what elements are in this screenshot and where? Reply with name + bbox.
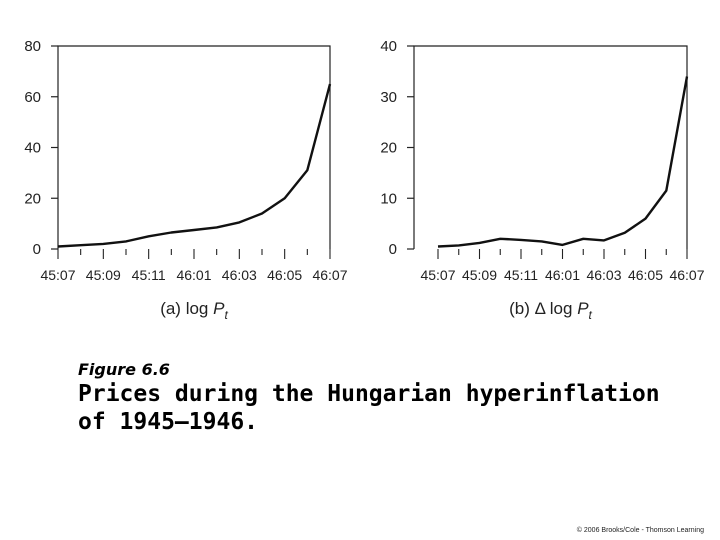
y-tick-label: 30 — [380, 89, 397, 106]
x-tick-label: 46:05 — [628, 267, 663, 283]
series-line — [57, 83, 332, 248]
x-tick-label: 45:11 — [504, 267, 538, 283]
y-tick-label: 40 — [24, 140, 41, 157]
x-tick-label: 45:07 — [420, 267, 455, 283]
y-tick-label: 80 — [24, 38, 41, 55]
figure-title: Prices during the Hungarian hyperinflati… — [78, 381, 660, 435]
charts-area: 0 20 40 60 80 45:07 45:09 45:11 46:01 46:03 46:05 4… — [24, 38, 704, 322]
chart-log-prices: 0 20 40 60 80 45:07 45:09 45:11 46:01 46:03 46:05 4… — [24, 38, 347, 322]
y-tick-label: 60 — [24, 89, 41, 106]
y-tick-label: 0 — [33, 241, 41, 258]
y-tick-label: 20 — [24, 190, 41, 207]
x-tick-label: 45:11 — [132, 267, 166, 283]
x-tick-label: 45:07 — [40, 267, 75, 283]
x-tick-label: 46:01 — [176, 267, 211, 283]
x-tick-label: 46:05 — [267, 267, 302, 283]
x-tick-label: 46:03 — [222, 267, 257, 283]
copyright-credit: © 2006 Brooks/Cole - Thomson Learning — [576, 527, 704, 534]
chart-caption: (b) Δ log Pt — [509, 299, 592, 322]
y-tick-label: 10 — [380, 190, 397, 207]
x-tick-label: 46:03 — [586, 267, 621, 283]
x-tick-label: 46:07 — [312, 267, 347, 283]
x-tick-label: 45:09 — [86, 267, 121, 283]
x-tick-label: 46:01 — [545, 267, 580, 283]
y-tick-label: 0 — [389, 241, 397, 258]
chart-diff-log-prices: 0 10 20 30 40 45:07 45:09 45:11 46:01 46:03 46:05 4… — [380, 38, 704, 322]
y-tick-label: 20 — [380, 140, 397, 157]
x-tick-label: 45:09 — [462, 267, 497, 283]
y-tick-label: 40 — [380, 38, 397, 55]
axes-frame — [57, 45, 331, 249]
figure-label: Figure 6.6 — [78, 360, 170, 379]
chart-caption: (a) log Pt — [160, 299, 228, 322]
x-tick-label: 46:07 — [669, 267, 704, 283]
series-line — [437, 76, 689, 248]
